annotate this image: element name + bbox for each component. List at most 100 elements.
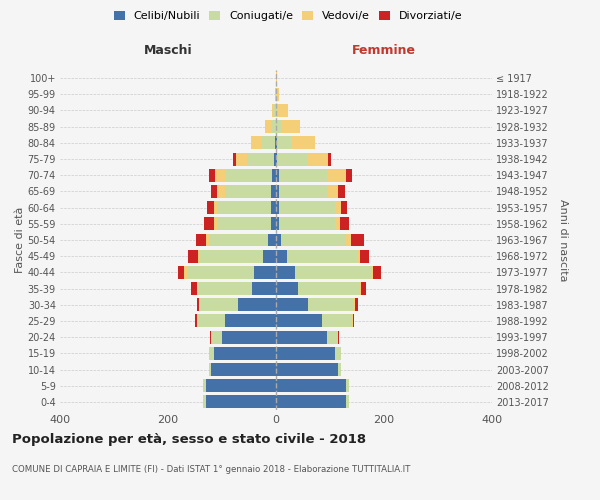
Bar xyxy=(188,250,198,262)
Bar xyxy=(328,152,331,166)
Bar xyxy=(276,136,277,149)
Bar xyxy=(276,72,277,85)
Bar xyxy=(271,185,276,198)
Bar xyxy=(346,234,350,246)
Bar xyxy=(208,201,214,214)
Bar xyxy=(217,185,225,198)
Bar xyxy=(276,396,346,408)
Bar xyxy=(360,250,370,262)
Bar xyxy=(328,185,338,198)
Y-axis label: Fasce di età: Fasce di età xyxy=(14,207,25,273)
Bar xyxy=(209,363,211,376)
Bar xyxy=(338,185,344,198)
Bar xyxy=(277,152,307,166)
Bar xyxy=(281,234,346,246)
Bar xyxy=(276,314,322,328)
Bar xyxy=(276,282,298,295)
Bar xyxy=(322,314,352,328)
Bar xyxy=(206,396,276,408)
Bar xyxy=(338,330,339,344)
Bar xyxy=(225,314,276,328)
Bar xyxy=(278,201,335,214)
Bar xyxy=(210,330,211,344)
Bar xyxy=(206,234,209,246)
Bar xyxy=(184,266,187,279)
Bar xyxy=(226,169,272,181)
Bar xyxy=(308,298,354,311)
Bar xyxy=(276,363,338,376)
Bar xyxy=(252,282,276,295)
Bar xyxy=(335,218,340,230)
Bar xyxy=(274,104,276,117)
Bar xyxy=(214,218,217,230)
Bar xyxy=(203,396,206,408)
Bar xyxy=(198,314,225,328)
Bar xyxy=(276,88,278,101)
Bar xyxy=(247,152,274,166)
Bar xyxy=(211,330,222,344)
Bar xyxy=(276,250,287,262)
Bar xyxy=(272,169,276,181)
Legend: Celibi/Nubili, Coniugati/e, Vedovi/e, Divorziati/e: Celibi/Nubili, Coniugati/e, Vedovi/e, Di… xyxy=(113,10,463,21)
Bar xyxy=(238,298,276,311)
Bar xyxy=(335,201,341,214)
Bar xyxy=(217,218,271,230)
Bar xyxy=(199,298,200,311)
Bar xyxy=(328,169,346,181)
Bar xyxy=(341,201,347,214)
Bar xyxy=(278,185,328,198)
Bar xyxy=(276,330,328,344)
Bar xyxy=(254,266,276,279)
Bar xyxy=(278,104,289,117)
Bar xyxy=(263,250,276,262)
Bar xyxy=(352,314,353,328)
Bar xyxy=(340,218,349,230)
Bar xyxy=(298,282,360,295)
Bar xyxy=(290,136,315,149)
Bar xyxy=(195,314,197,328)
Bar xyxy=(197,314,198,328)
Bar xyxy=(276,104,278,117)
Bar xyxy=(275,88,276,101)
Bar xyxy=(215,169,226,181)
Bar xyxy=(198,250,200,262)
Bar xyxy=(373,266,382,279)
Bar xyxy=(225,185,271,198)
Bar xyxy=(214,201,217,214)
Bar xyxy=(197,298,199,311)
Bar xyxy=(295,266,371,279)
Bar xyxy=(276,218,278,230)
Bar xyxy=(328,330,338,344)
Bar xyxy=(206,379,276,392)
Bar xyxy=(271,201,276,214)
Bar xyxy=(187,266,254,279)
Bar xyxy=(278,218,335,230)
Bar xyxy=(276,201,278,214)
Bar xyxy=(217,201,271,214)
Bar xyxy=(191,282,197,295)
Bar xyxy=(200,298,238,311)
Bar xyxy=(178,266,184,279)
Bar xyxy=(350,234,364,246)
Text: Femmine: Femmine xyxy=(352,44,416,57)
Bar xyxy=(346,379,349,392)
Bar xyxy=(276,266,295,279)
Bar xyxy=(276,169,278,181)
Bar xyxy=(272,104,274,117)
Bar xyxy=(276,185,278,198)
Bar xyxy=(200,250,263,262)
Bar xyxy=(214,347,276,360)
Bar xyxy=(307,152,328,166)
Bar xyxy=(209,347,214,360)
Bar xyxy=(276,152,277,166)
Bar xyxy=(275,136,276,149)
Bar xyxy=(203,379,206,392)
Bar xyxy=(357,250,360,262)
Bar xyxy=(196,234,206,246)
Bar xyxy=(276,379,346,392)
Bar xyxy=(198,282,252,295)
Bar xyxy=(346,169,352,181)
Bar xyxy=(251,136,262,149)
Bar xyxy=(209,234,268,246)
Bar xyxy=(197,282,198,295)
